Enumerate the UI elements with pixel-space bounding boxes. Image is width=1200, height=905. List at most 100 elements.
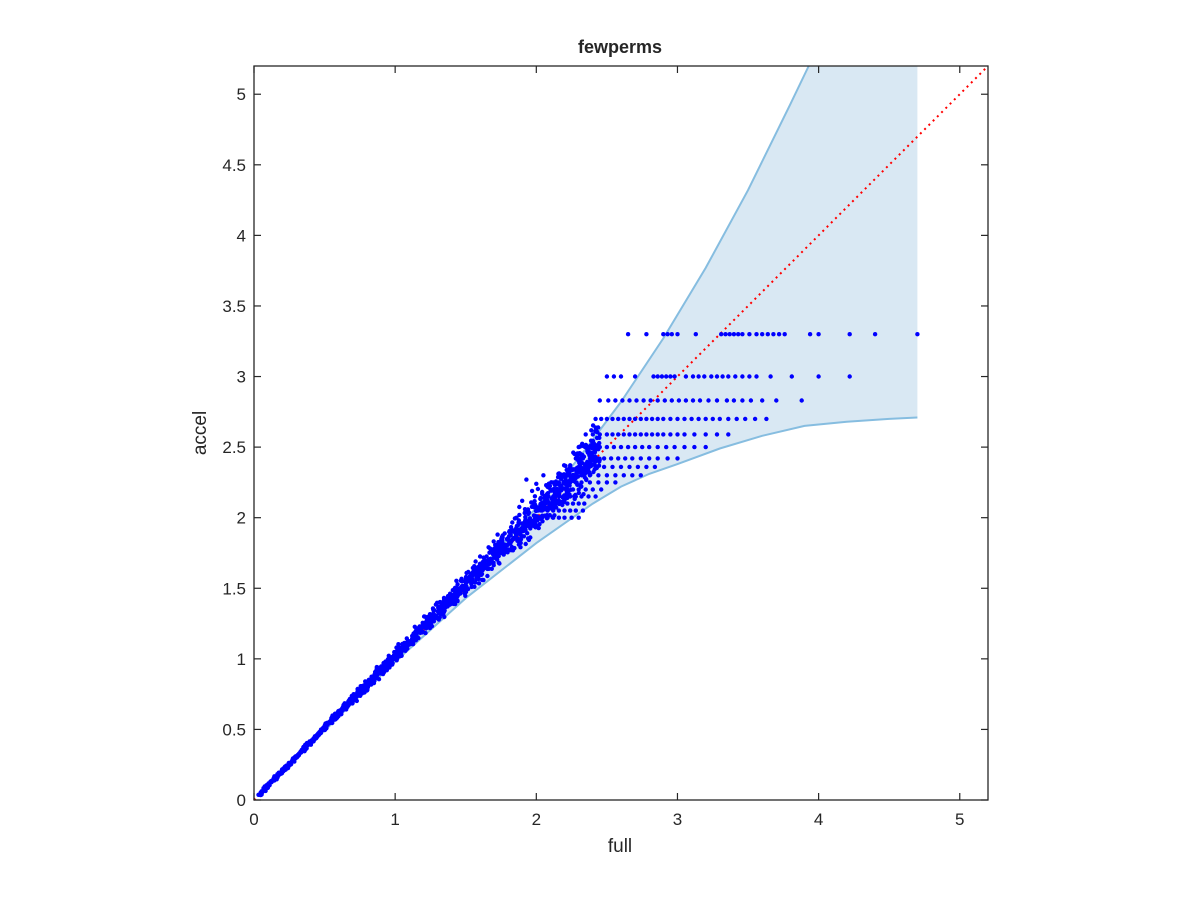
data-point bbox=[771, 332, 776, 337]
data-point bbox=[532, 520, 538, 525]
data-point bbox=[454, 578, 459, 583]
data-point bbox=[647, 456, 652, 461]
data-point bbox=[545, 515, 550, 520]
data-point bbox=[570, 501, 576, 506]
data-point bbox=[714, 432, 720, 437]
data-point bbox=[490, 551, 496, 556]
data-point bbox=[594, 456, 600, 461]
data-point bbox=[748, 398, 754, 403]
data-point bbox=[437, 615, 442, 620]
data-point bbox=[703, 416, 708, 422]
data-point bbox=[592, 450, 597, 455]
data-point bbox=[568, 480, 573, 485]
y-axis-label: accel bbox=[190, 411, 211, 455]
data-point bbox=[661, 416, 666, 422]
data-point bbox=[638, 432, 643, 437]
data-point bbox=[525, 531, 530, 536]
data-point bbox=[514, 532, 519, 537]
data-point bbox=[493, 542, 498, 548]
data-point bbox=[579, 484, 584, 489]
data-point bbox=[328, 719, 333, 724]
data-point bbox=[515, 538, 520, 543]
data-point bbox=[726, 416, 731, 422]
data-point bbox=[672, 444, 677, 450]
data-point bbox=[387, 659, 393, 664]
data-point bbox=[397, 653, 402, 658]
data-point bbox=[655, 432, 660, 437]
data-point bbox=[556, 515, 562, 520]
band-area bbox=[258, 66, 918, 796]
data-point bbox=[733, 374, 738, 379]
data-point bbox=[740, 398, 745, 403]
data-point bbox=[573, 480, 578, 485]
x-tick-label: 0 bbox=[249, 810, 258, 829]
data-point bbox=[668, 432, 673, 437]
data-point bbox=[463, 581, 469, 586]
data-point bbox=[627, 432, 632, 437]
data-point bbox=[559, 487, 564, 492]
data-point bbox=[740, 332, 745, 337]
data-point bbox=[588, 438, 594, 443]
data-point bbox=[495, 554, 501, 559]
data-point bbox=[534, 481, 539, 486]
data-point bbox=[576, 515, 581, 520]
data-point bbox=[261, 788, 266, 794]
data-point bbox=[477, 554, 483, 559]
data-point bbox=[460, 578, 465, 584]
y-tick-label: 5 bbox=[237, 85, 246, 104]
data-point bbox=[562, 508, 567, 513]
data-point bbox=[593, 428, 598, 434]
data-point bbox=[517, 504, 522, 510]
data-point bbox=[472, 570, 478, 575]
data-point bbox=[604, 374, 610, 379]
data-point bbox=[764, 416, 769, 422]
data-point bbox=[710, 416, 715, 422]
data-point bbox=[669, 332, 674, 337]
data-point bbox=[464, 575, 469, 580]
axes bbox=[253, 65, 989, 801]
data-point bbox=[518, 537, 524, 542]
data-point bbox=[727, 332, 732, 337]
data-point bbox=[714, 398, 720, 403]
data-point bbox=[496, 539, 501, 545]
data-point bbox=[562, 515, 567, 520]
data-point bbox=[565, 484, 570, 489]
data-point bbox=[676, 398, 682, 403]
y-tick-label: 2 bbox=[237, 509, 246, 528]
data-point bbox=[696, 374, 701, 379]
data-point bbox=[776, 332, 782, 337]
data-point bbox=[587, 473, 593, 478]
data-point bbox=[635, 464, 641, 470]
data-point bbox=[476, 581, 482, 586]
data-point bbox=[347, 701, 352, 706]
data-point bbox=[644, 332, 649, 337]
data-point bbox=[556, 498, 561, 503]
data-point bbox=[593, 464, 598, 470]
data-point bbox=[597, 432, 602, 437]
data-point bbox=[471, 579, 476, 585]
data-point bbox=[382, 663, 388, 669]
data-point bbox=[314, 732, 319, 738]
data-point bbox=[641, 398, 646, 403]
data-point bbox=[469, 574, 474, 579]
data-point bbox=[655, 456, 660, 461]
data-point bbox=[580, 508, 586, 513]
data-point bbox=[553, 487, 559, 492]
data-point bbox=[682, 432, 687, 437]
data-point bbox=[545, 508, 550, 513]
data-point bbox=[743, 416, 748, 422]
x-tick-label: 3 bbox=[673, 810, 682, 829]
data-point bbox=[486, 566, 492, 571]
data-point bbox=[621, 416, 626, 422]
confidence-band bbox=[257, 65, 918, 797]
data-point bbox=[584, 464, 590, 470]
data-point bbox=[682, 416, 687, 422]
data-point bbox=[395, 647, 401, 652]
data-point bbox=[437, 604, 442, 609]
data-point bbox=[573, 508, 578, 513]
data-point bbox=[584, 470, 589, 475]
data-point bbox=[511, 536, 517, 541]
data-point bbox=[665, 456, 670, 461]
data-point bbox=[587, 480, 593, 485]
data-point bbox=[481, 555, 486, 560]
